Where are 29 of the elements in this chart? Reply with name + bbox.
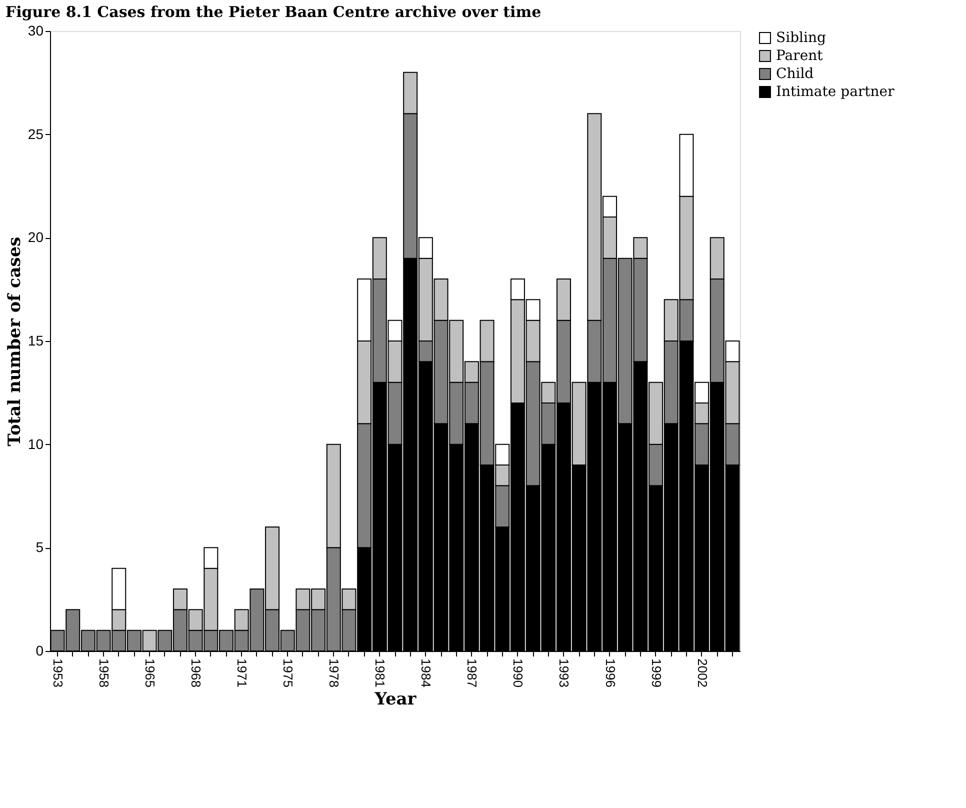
x-tick-label: 1965 [142, 658, 158, 688]
y-tick-label: 25 [28, 126, 44, 142]
legend-label: Intimate partner [776, 84, 895, 100]
x-tick-label: 1953 [50, 658, 66, 688]
x-tick-label: 1984 [418, 658, 434, 688]
x-tick-label: 1981 [372, 658, 388, 688]
x-tick-label: 1987 [464, 658, 480, 688]
legend-label: Child [776, 66, 814, 82]
y-tick-label: 0 [36, 642, 44, 658]
legend-label: Parent [776, 48, 824, 64]
x-tick-label: 2002 [694, 658, 710, 688]
y-tick-label: 20 [28, 229, 44, 246]
x-tick-label: 1996 [602, 658, 618, 688]
y-axis-title: Total number of cases [4, 236, 25, 446]
x-tick-label: 1971 [234, 658, 250, 688]
y-tick-label: 10 [28, 436, 44, 452]
x-tick-label: 1993 [556, 658, 572, 688]
y-tick-label: 15 [28, 332, 44, 348]
chart-title: Figure 8.1 Cases from the Pieter Baan Centre archive over time [5, 3, 542, 21]
x-axis-title: Year [374, 689, 418, 710]
x-tick-label: 1978 [326, 658, 342, 688]
x-tick-label: 1968 [188, 658, 204, 688]
y-tick-label: 5 [36, 539, 44, 556]
x-tick-label: 1975 [280, 658, 296, 688]
x-tick-label: 1958 [96, 658, 112, 688]
x-tick-label: 1999 [648, 658, 664, 688]
y-tick-label: 30 [28, 22, 44, 38]
legend-label: Sibling [776, 30, 826, 46]
x-tick-label: 1990 [510, 658, 526, 688]
